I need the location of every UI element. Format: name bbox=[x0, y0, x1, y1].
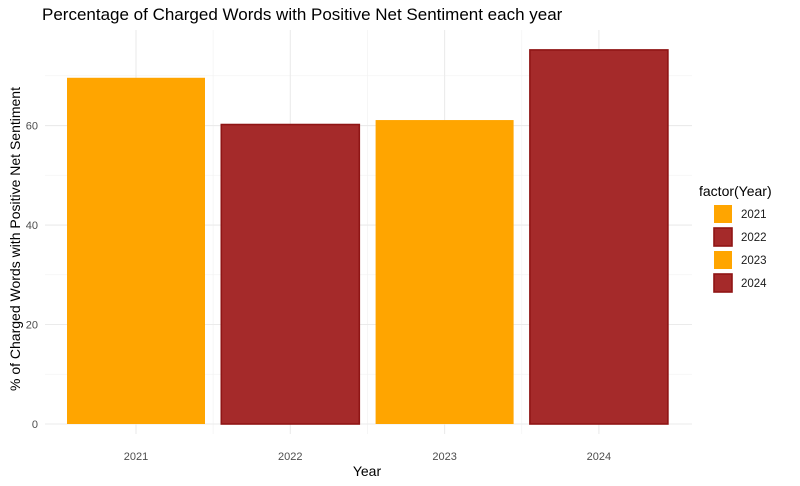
legend-label-2022: 2022 bbox=[741, 232, 767, 244]
legend-key-2022 bbox=[713, 227, 733, 247]
legend-label-2024: 2024 bbox=[741, 278, 767, 290]
legend-label-2023: 2023 bbox=[741, 255, 767, 267]
y-axis-ticks: 0 20 40 60 bbox=[26, 121, 38, 431]
y-axis-title: % of Charged Words with Positive Net Sen… bbox=[7, 87, 23, 391]
x-tick-label: 2023 bbox=[432, 451, 456, 463]
legend-label-2021: 2021 bbox=[741, 209, 767, 221]
y-tick-label: 0 bbox=[32, 419, 38, 431]
legend-key-2021 bbox=[714, 205, 732, 223]
x-tick-label: 2022 bbox=[278, 451, 302, 463]
x-axis-title: Year bbox=[353, 463, 382, 479]
bars bbox=[67, 49, 669, 425]
legend-key-2024 bbox=[713, 273, 733, 293]
bar-2024 bbox=[529, 49, 669, 425]
x-axis-ticks: 2021 2022 2023 2024 bbox=[124, 451, 611, 463]
x-tick-label: 2021 bbox=[124, 451, 148, 463]
bar-2023 bbox=[375, 120, 514, 425]
bar-2022 bbox=[220, 123, 361, 425]
legend-key-2023 bbox=[714, 251, 732, 269]
chart-title: Percentage of Charged Words with Positiv… bbox=[42, 5, 563, 24]
y-tick-label: 60 bbox=[26, 121, 38, 133]
legend-title: factor(Year) bbox=[699, 183, 772, 199]
y-tick-label: 20 bbox=[26, 320, 38, 332]
legend: factor(Year) 2021 2022 2023 2024 bbox=[699, 183, 772, 293]
y-tick-label: 40 bbox=[26, 220, 38, 232]
bar-2021 bbox=[67, 77, 205, 424]
x-tick-label: 2024 bbox=[587, 451, 611, 463]
